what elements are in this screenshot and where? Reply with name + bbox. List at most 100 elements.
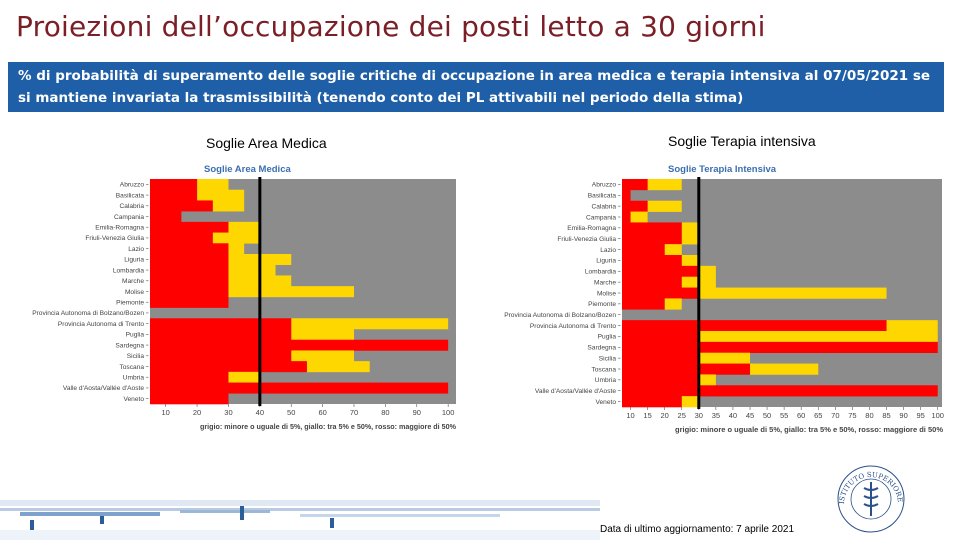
row-label-toscana: Toscana: [119, 364, 144, 371]
cell-red-abruzzo: [150, 179, 198, 191]
x-tick-label-20: 20: [193, 408, 201, 417]
row-label-provincia-autonoma-di-bolzano-bozen: Provincia Autonoma di Bolzano/Bozen: [32, 310, 144, 317]
cell-yellow-piemonte: [664, 298, 682, 310]
cell-red-lombardia: [622, 265, 699, 278]
cell-yellow-molise: [228, 286, 354, 298]
cell-red-campania: [150, 211, 182, 223]
cell-yellow-liguria: [681, 255, 699, 267]
row-label-lazio: Lazio: [600, 247, 616, 254]
row-label-liguria: Liguria: [124, 257, 144, 264]
x-tick-label-65: 65: [814, 411, 822, 420]
cell-red-calabria: [622, 200, 648, 212]
legend-text: grigio: minore o uguale di 5%, giallo: t…: [675, 427, 944, 434]
x-tick-label-85: 85: [882, 411, 890, 420]
legend-text: grigio: minore o uguale di 5%, giallo: t…: [200, 424, 457, 431]
x-tick-label-50: 50: [763, 411, 771, 420]
cell-yellow-toscana: [750, 363, 819, 375]
row-label-calabria: Calabria: [591, 203, 616, 210]
page-title: Proiezioni dell’occupazione dei posti le…: [16, 10, 766, 43]
x-tick-label-10: 10: [626, 411, 634, 420]
cell-yellow-puglia: [698, 331, 938, 343]
cell-red-marche: [622, 276, 682, 288]
subtitle-banner: % di probabilità di superamento delle so…: [8, 62, 944, 112]
x-tick-label-70: 70: [350, 408, 358, 417]
cell-red-abruzzo: [622, 179, 648, 191]
cell-red-puglia: [150, 329, 292, 341]
row-label-marche: Marche: [594, 279, 616, 286]
row-label-friuli-venezia-giulia: Friuli-Venezia Giulia: [557, 236, 616, 243]
x-tick-label-30: 30: [224, 408, 232, 417]
row-label-abruzzo: Abruzzo: [120, 182, 145, 189]
cell-yellow-umbria: [698, 374, 716, 386]
update-date: Data di ultimo aggiornamento: 7 aprile 2…: [600, 524, 795, 535]
cell-yellow-campania: [630, 211, 648, 223]
x-tick-label-95: 95: [916, 411, 924, 420]
cell-red-provincia-autonoma-di-trento: [622, 320, 887, 332]
footer-decoration: [0, 500, 600, 540]
row-label-sicilia: Sicilia: [599, 355, 617, 362]
row-label-provincia-autonoma-di-trento: Provincia Autonoma di Trento: [530, 323, 616, 330]
cell-yellow-calabria: [647, 200, 682, 212]
row-label-molise: Molise: [597, 290, 616, 297]
cell-red-liguria: [150, 254, 229, 266]
cell-red-marche: [150, 275, 229, 287]
x-tick-label-100: 100: [442, 408, 455, 417]
cell-red-lazio: [150, 243, 229, 255]
cell-red-umbria: [150, 371, 229, 383]
cell-red-veneto: [622, 396, 682, 408]
cell-yellow-emilia-romagna: [228, 221, 260, 233]
cell-yellow-friuli-venezia-giulia: [681, 233, 699, 245]
row-label-toscana: Toscana: [591, 366, 616, 373]
row-label-provincia-autonoma-di-bolzano-bozen: Provincia Autonoma di Bolzano/Bozen: [504, 312, 616, 319]
x-tick-label-20: 20: [660, 411, 668, 420]
row-label-basilicata: Basilicata: [116, 192, 145, 199]
row-label-piemonte: Piemonte: [116, 300, 144, 307]
cell-red-sicilia: [622, 352, 699, 364]
row-label-valle-d-aosta-vall-e-d-aoste: Valle d'Aosta/Vallée d'Aoste: [63, 385, 144, 392]
cell-yellow-lazio: [664, 244, 682, 256]
x-tick-label-50: 50: [287, 408, 295, 417]
cell-red-provincia-autonoma-di-trento: [150, 318, 292, 330]
x-tick-label-10: 10: [162, 408, 170, 417]
cell-red-basilicata: [622, 189, 631, 202]
cell-red-piemonte: [150, 296, 229, 308]
x-tick-label-60: 60: [797, 411, 805, 420]
x-tick-label-60: 60: [318, 408, 326, 417]
row-label-sardegna: Sardegna: [587, 345, 616, 352]
row-label-puglia: Puglia: [126, 332, 145, 339]
row-label-umbria: Umbria: [123, 375, 145, 382]
x-tick-label-90: 90: [413, 408, 421, 417]
cell-yellow-sicilia: [291, 350, 354, 362]
cell-yellow-molise: [698, 287, 887, 299]
cell-red-molise: [622, 287, 699, 299]
row-label-sardegna: Sardegna: [115, 342, 144, 349]
cell-red-sardegna: [150, 339, 449, 351]
row-label-umbria: Umbria: [595, 377, 617, 384]
row-label-calabria: Calabria: [119, 203, 144, 210]
cell-red-calabria: [150, 200, 213, 212]
x-tick-label-90: 90: [899, 411, 907, 420]
row-label-friuli-venezia-giulia: Friuli-Venezia Giulia: [85, 235, 144, 242]
cell-yellow-lombardia: [228, 264, 276, 276]
chart-title: Soglie Area Medica: [204, 164, 291, 175]
panel-label-terapia-intensiva: Soglie Terapia intensiva: [668, 133, 816, 149]
cell-red-emilia-romagna: [150, 221, 229, 233]
cell-red-valle-d-aosta-vall-e-d-aoste: [622, 385, 938, 397]
panel-label-area-medica: Soglie Area Medica: [206, 135, 327, 151]
row-label-veneto: Veneto: [123, 396, 144, 403]
row-label-provincia-autonoma-di-trento: Provincia Autonoma di Trento: [58, 321, 144, 328]
cell-red-toscana: [622, 363, 750, 375]
cell-red-lombardia: [150, 264, 229, 276]
cell-red-sicilia: [150, 350, 292, 362]
cell-red-molise: [150, 286, 229, 298]
row-label-emilia-romagna: Emilia-Romagna: [95, 225, 144, 232]
x-tick-label-15: 15: [643, 411, 651, 420]
x-tick-label-55: 55: [780, 411, 788, 420]
x-tick-label-30: 30: [695, 411, 703, 420]
row-label-campania: Campania: [586, 214, 616, 221]
row-label-emilia-romagna: Emilia-Romagna: [567, 225, 616, 232]
chart-title: Soglie Terapia Intensiva: [668, 164, 777, 175]
row-label-valle-d-aosta-vall-e-d-aoste: Valle d'Aosta/Vallée d'Aoste: [535, 388, 616, 395]
row-label-basilicata: Basilicata: [588, 193, 617, 200]
